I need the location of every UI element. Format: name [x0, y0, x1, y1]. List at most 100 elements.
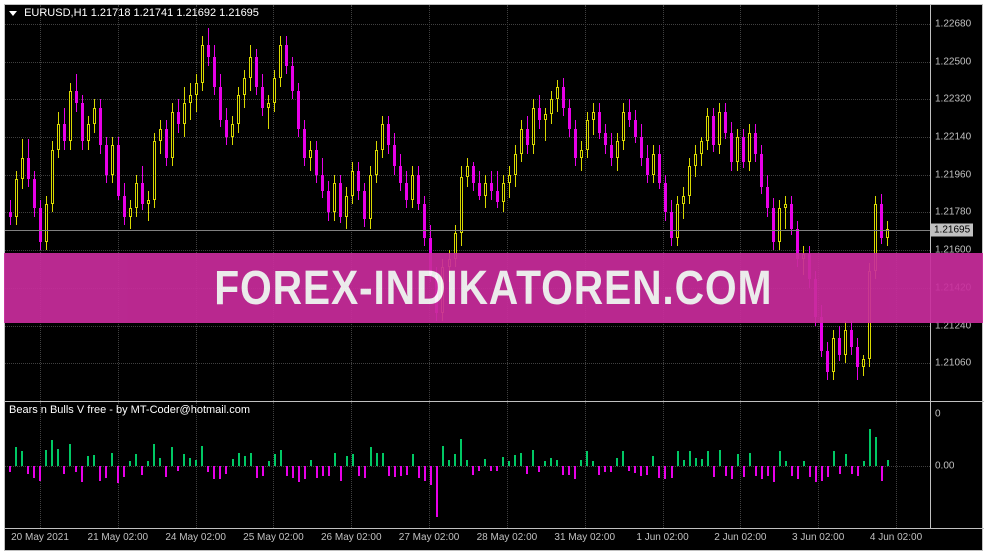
indicator-bar: [153, 444, 155, 466]
price-panel[interactable]: EURUSD,H1 1.21718 1.21741 1.21692 1.2169…: [5, 5, 931, 401]
indicator-bar: [640, 466, 642, 476]
grid-line-v: [740, 5, 741, 401]
indicator-bar: [238, 453, 240, 466]
indicator-label: Bears n Bulls V free - by MT-Coder@hotma…: [9, 404, 250, 416]
current-price-badge: 1.21695: [931, 224, 973, 237]
indicator-bar: [442, 446, 444, 466]
indicator-bar: [171, 447, 173, 466]
indicator-bar: [604, 466, 606, 472]
indicator-bar: [111, 453, 113, 466]
indicator-bar: [213, 466, 215, 479]
indicator-bar: [857, 466, 859, 476]
indicator-bar: [244, 456, 246, 466]
price-tick-label: 1.21960: [935, 169, 971, 180]
grid-line-v: [118, 5, 119, 401]
indicator-bar: [616, 458, 618, 466]
indicator-bar: [219, 466, 221, 479]
indicator-bar: [556, 460, 558, 466]
indicator-bar: [412, 454, 414, 466]
grid-line-v: [585, 5, 586, 401]
grid-line-v: [429, 402, 430, 528]
indicator-bar: [87, 456, 89, 466]
indicator-bar: [394, 466, 396, 477]
indicator-bar: [304, 466, 306, 479]
indicator-bar: [508, 461, 510, 466]
indicator-bar: [147, 461, 149, 466]
indicator-bar: [869, 429, 871, 466]
indicator-bar: [33, 466, 35, 478]
indicator-bar: [123, 466, 125, 477]
price-tick-label: 1.22140: [935, 132, 971, 143]
indicator-bar: [63, 466, 65, 474]
indicator-bar: [406, 466, 408, 475]
indicator-bar: [183, 454, 185, 466]
indicator-bar: [779, 451, 781, 466]
time-tick-label: 27 May 02:00: [399, 532, 460, 543]
grid-line-h: [5, 62, 930, 63]
indicator-bar: [51, 440, 53, 466]
indicator-bar: [707, 451, 709, 466]
indicator-bar: [514, 455, 516, 466]
indicator-panel[interactable]: Bears n Bulls V free - by MT-Coder@hotma…: [5, 401, 931, 529]
indicator-bar: [845, 454, 847, 466]
grid-line-h: [5, 24, 930, 25]
indicator-bar: [550, 458, 552, 466]
price-y-axis: 1.226801.225001.223201.221401.219601.217…: [931, 5, 984, 401]
grid-line-h: [5, 99, 930, 100]
indicator-bar: [755, 466, 757, 476]
chevron-down-icon[interactable]: [9, 11, 17, 16]
indicator-bar: [424, 466, 426, 481]
indicator-bar: [803, 461, 805, 466]
indicator-bar: [322, 466, 324, 476]
indicator-bar: [9, 466, 11, 472]
indicator-bar: [256, 466, 258, 478]
time-tick-label: 21 May 02:00: [88, 532, 149, 543]
indicator-bar: [719, 450, 721, 466]
indicator-bar: [484, 459, 486, 466]
indicator-bar: [478, 466, 480, 471]
indicator-bar: [496, 466, 498, 471]
indicator-bar: [532, 450, 534, 466]
indicator-bar: [286, 466, 288, 476]
indicator-bar: [117, 466, 119, 483]
indicator-bar: [274, 454, 276, 466]
watermark-text: FOREX-INDIKATOREN.COM: [214, 261, 772, 316]
indicator-bar: [358, 466, 360, 476]
indicator-bar: [773, 466, 775, 482]
indicator-bar: [15, 447, 17, 466]
indicator-bar: [592, 461, 594, 466]
indicator-bar: [75, 466, 77, 472]
indicator-bar: [580, 460, 582, 466]
indicator-bar: [821, 466, 823, 481]
indicator-bar: [436, 466, 438, 517]
indicator-bar: [887, 460, 889, 466]
grid-line-v: [429, 5, 430, 401]
indicator-bar: [731, 466, 733, 479]
indicator-bar: [809, 466, 811, 477]
indicator-bar: [430, 466, 432, 485]
symbol-ohlc-label[interactable]: EURUSD,H1 1.21718 1.21741 1.21692 1.2169…: [9, 7, 259, 19]
indicator-bar: [713, 466, 715, 477]
indicator-bar: [310, 460, 312, 466]
time-tick-label: 3 Jun 02:00: [792, 532, 844, 543]
price-tick-label: 1.22680: [935, 18, 971, 29]
time-tick-label: 2 Jun 02:00: [714, 532, 766, 543]
indicator-bar: [195, 460, 197, 466]
grid-line-h: [5, 250, 930, 251]
indicator-bar: [785, 461, 787, 466]
indicator-bar: [27, 466, 29, 474]
grid-line-v: [740, 402, 741, 528]
indicator-bar: [634, 466, 636, 473]
indicator-bar: [664, 466, 666, 479]
grid-line-v: [273, 5, 274, 401]
indicator-bar: [749, 453, 751, 466]
indicator-bar: [189, 458, 191, 466]
time-tick-label: 20 May 2021: [11, 532, 69, 543]
indicator-bar: [262, 466, 264, 476]
time-tick-label: 28 May 02:00: [477, 532, 538, 543]
indicator-bar: [69, 444, 71, 466]
indicator-bar: [460, 439, 462, 466]
indicator-bar: [761, 466, 763, 479]
indicator-bar: [526, 466, 528, 474]
indicator-bar: [346, 456, 348, 466]
